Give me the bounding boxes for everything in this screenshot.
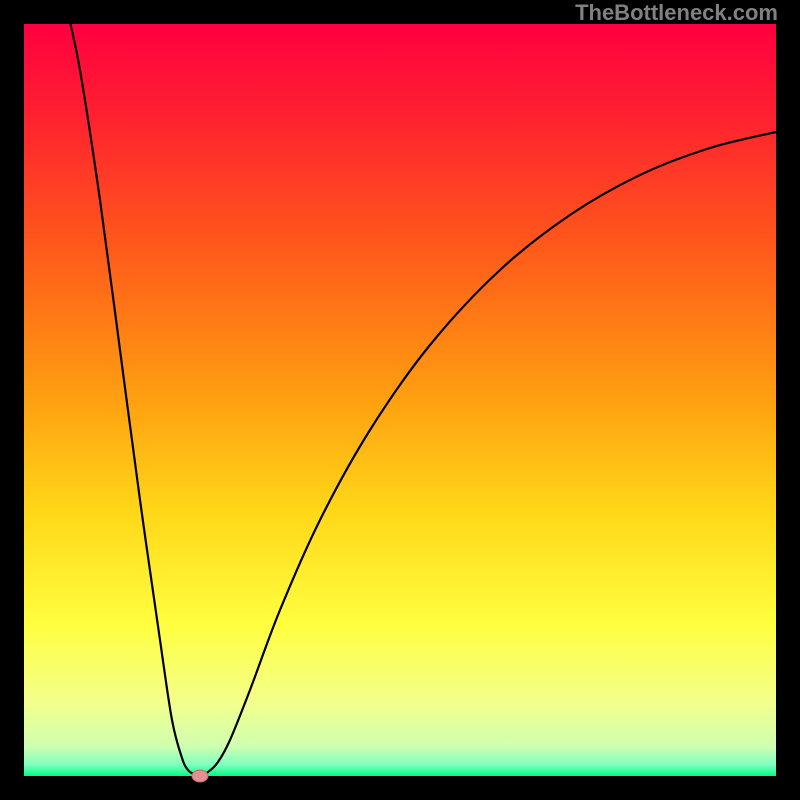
minimum-marker — [192, 770, 208, 782]
watermark-text: TheBottleneck.com — [575, 0, 778, 24]
chart-svg — [0, 0, 800, 800]
chart-stage: TheBottleneck.com — [0, 0, 800, 800]
plot-area — [24, 24, 776, 776]
